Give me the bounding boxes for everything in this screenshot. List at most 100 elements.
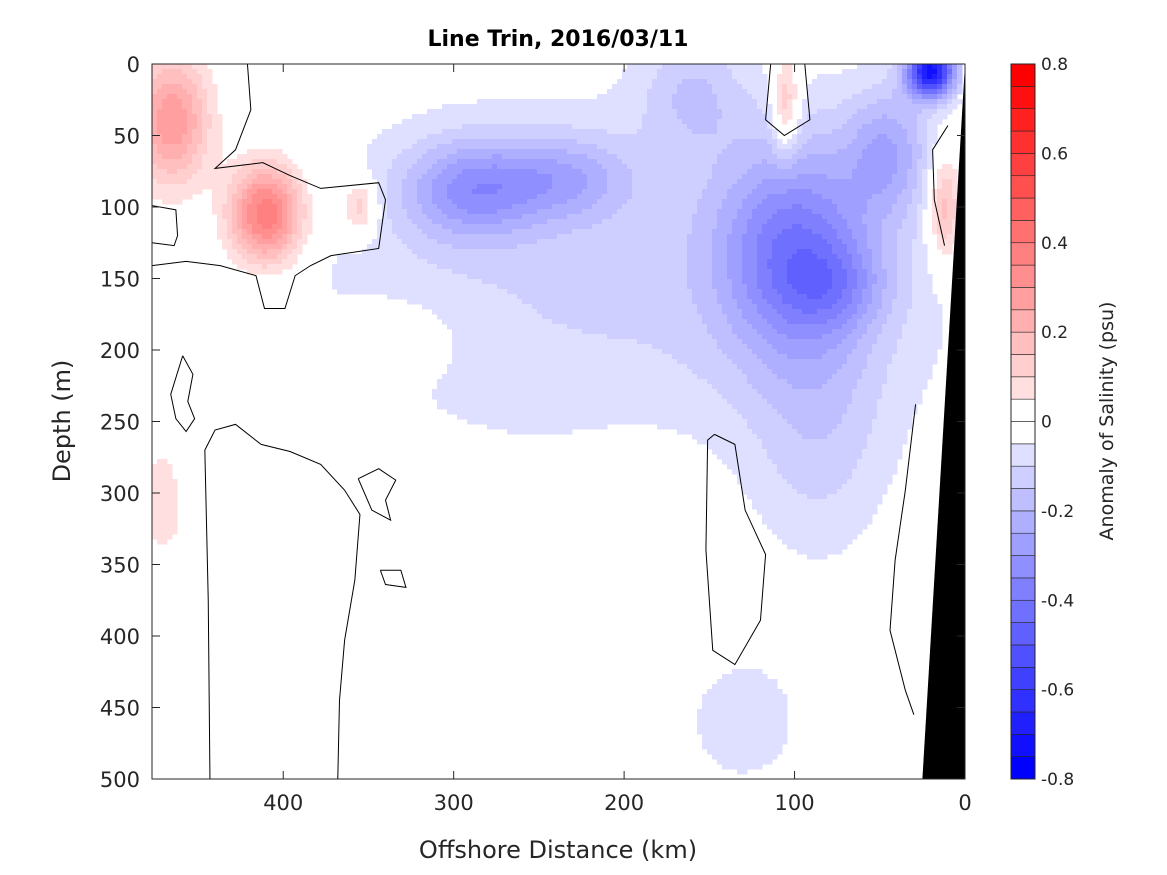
field-cell bbox=[807, 139, 853, 145]
field-cell bbox=[927, 124, 938, 130]
field-cell bbox=[447, 409, 738, 415]
field-cell bbox=[467, 419, 748, 425]
field-cell bbox=[387, 199, 403, 205]
field-cell bbox=[447, 154, 493, 160]
field-cell bbox=[412, 144, 438, 150]
field-cell bbox=[867, 204, 893, 210]
field-cell bbox=[952, 69, 958, 75]
field-cell bbox=[772, 244, 833, 250]
field-cell bbox=[417, 199, 433, 205]
field-cell bbox=[452, 344, 653, 350]
x-tick-label: 100 bbox=[775, 791, 815, 815]
field-cell bbox=[152, 179, 158, 185]
field-cell bbox=[247, 149, 283, 155]
field-cell bbox=[812, 229, 838, 235]
colorbar-level bbox=[1010, 287, 1036, 311]
field-cell bbox=[957, 69, 963, 75]
field-cell bbox=[707, 184, 733, 190]
field-cell bbox=[537, 169, 583, 175]
field-cell bbox=[447, 189, 473, 195]
field-cell bbox=[212, 114, 223, 120]
field-cell bbox=[257, 204, 278, 210]
field-cell bbox=[152, 514, 178, 520]
field-cell bbox=[832, 304, 848, 310]
field-cell bbox=[712, 384, 753, 390]
field-cell bbox=[202, 164, 243, 170]
field-cell bbox=[632, 169, 713, 175]
field-cell bbox=[437, 264, 688, 270]
field-cell bbox=[937, 219, 953, 225]
field-cell bbox=[892, 309, 908, 315]
field-cell bbox=[787, 354, 823, 360]
field-cell bbox=[837, 234, 853, 240]
field-cell bbox=[937, 234, 943, 240]
field-cell bbox=[857, 64, 893, 70]
field-cell bbox=[687, 259, 713, 265]
field-cell bbox=[747, 169, 853, 175]
field-cell bbox=[567, 199, 598, 205]
field-cell bbox=[797, 549, 843, 555]
field-cell bbox=[842, 124, 863, 130]
field-cell bbox=[772, 249, 798, 255]
field-cell bbox=[712, 84, 743, 90]
field-cell bbox=[897, 244, 913, 250]
field-cell bbox=[837, 299, 853, 305]
field-cell bbox=[937, 244, 953, 250]
field-cell bbox=[747, 379, 788, 385]
field-cell bbox=[922, 79, 938, 85]
field-cell bbox=[622, 204, 698, 210]
field-cell bbox=[917, 219, 923, 225]
field-cell bbox=[932, 189, 938, 195]
field-cell bbox=[842, 419, 873, 425]
field-cell bbox=[197, 114, 203, 120]
field-cell bbox=[697, 374, 748, 380]
field-cell bbox=[212, 199, 228, 205]
field-cell bbox=[287, 209, 293, 215]
field-cell bbox=[757, 279, 773, 285]
field-cell bbox=[867, 199, 898, 205]
field-cell bbox=[892, 359, 938, 365]
field-cell bbox=[682, 79, 708, 85]
field-cell bbox=[377, 229, 393, 235]
field-cell bbox=[557, 234, 688, 240]
field-cell bbox=[862, 334, 878, 340]
field-cell bbox=[152, 79, 193, 85]
field-cell bbox=[282, 189, 288, 195]
field-cell bbox=[707, 749, 783, 755]
field-cell bbox=[237, 219, 243, 225]
field-cell bbox=[202, 154, 223, 160]
field-cell bbox=[252, 159, 278, 165]
field-cell bbox=[242, 234, 253, 240]
colorbar-level bbox=[1010, 309, 1036, 333]
field-cell bbox=[737, 214, 753, 220]
field-cell bbox=[757, 104, 773, 110]
field-cell bbox=[267, 249, 283, 255]
field-cell bbox=[152, 184, 228, 190]
field-cell bbox=[442, 319, 553, 325]
field-cell bbox=[762, 519, 873, 525]
field-cell bbox=[387, 294, 518, 300]
field-cell bbox=[192, 94, 198, 100]
field-cell bbox=[412, 219, 433, 225]
field-cell bbox=[452, 179, 553, 185]
field-cell bbox=[277, 214, 283, 220]
field-cell bbox=[887, 374, 933, 380]
field-cell bbox=[622, 159, 718, 165]
field-cell bbox=[792, 224, 803, 230]
colorbar-tick-label: -0.6 bbox=[1041, 681, 1074, 701]
field-cell bbox=[152, 474, 173, 480]
field-cell bbox=[657, 69, 733, 75]
field-cell bbox=[282, 199, 288, 205]
field-cell bbox=[847, 219, 863, 225]
field-cell bbox=[777, 209, 813, 215]
field-cell bbox=[852, 234, 868, 240]
x-tick-label: 0 bbox=[958, 791, 971, 815]
field-cell bbox=[957, 84, 963, 90]
field-cell bbox=[337, 289, 508, 295]
field-cell bbox=[287, 219, 293, 225]
field-cell bbox=[202, 79, 213, 85]
field-cell bbox=[717, 94, 753, 100]
field-cell bbox=[702, 319, 728, 325]
field-cell bbox=[457, 149, 568, 155]
field-cell bbox=[942, 199, 948, 205]
